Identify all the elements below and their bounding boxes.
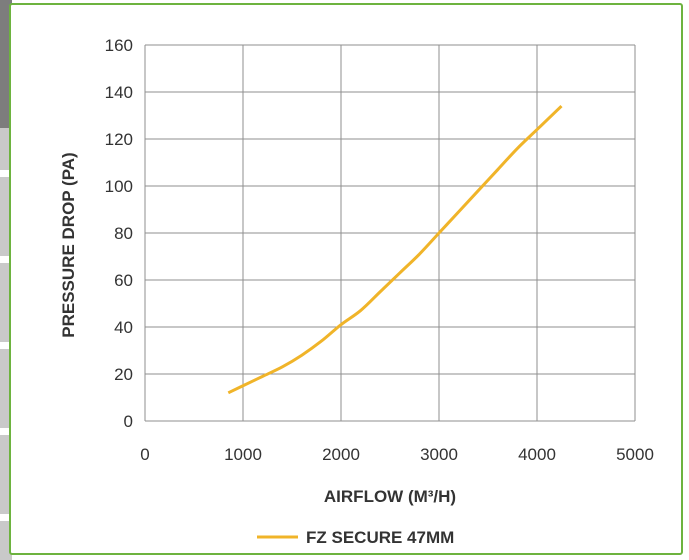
y-tick-label: 0	[124, 412, 133, 431]
strip-divider	[0, 514, 12, 521]
y-tick-label: 20	[114, 365, 133, 384]
strip-divider	[0, 256, 12, 263]
strip-divider	[0, 170, 12, 177]
strip-divider	[0, 342, 12, 349]
legend-label: FZ SECURE 47MM	[306, 528, 454, 547]
y-axis-title: PRESSURE DROP (PA)	[59, 152, 78, 337]
x-tick-label: 3000	[420, 445, 458, 464]
y-tick-label: 140	[105, 83, 133, 102]
y-tick-labels: 0 20 40 60 80 100 120 140 160	[105, 36, 133, 431]
x-tick-labels: 0 1000 2000 3000 4000 5000	[140, 445, 654, 464]
y-tick-label: 120	[105, 130, 133, 149]
y-tick-label: 60	[114, 271, 133, 290]
y-tick-label: 160	[105, 36, 133, 55]
x-tick-label: 4000	[518, 445, 556, 464]
x-axis-title: AIRFLOW (M³/H)	[324, 487, 456, 506]
strip-divider	[0, 428, 12, 435]
y-tick-label: 40	[114, 318, 133, 337]
x-tick-label: 0	[140, 445, 149, 464]
y-tick-label: 80	[114, 224, 133, 243]
x-tick-label: 5000	[616, 445, 654, 464]
series-line	[227, 105, 563, 395]
x-tick-label: 1000	[224, 445, 262, 464]
x-tick-label: 2000	[322, 445, 360, 464]
chart-grid	[144, 44, 636, 422]
y-tick-label: 100	[105, 177, 133, 196]
chart-frame	[9, 3, 683, 555]
